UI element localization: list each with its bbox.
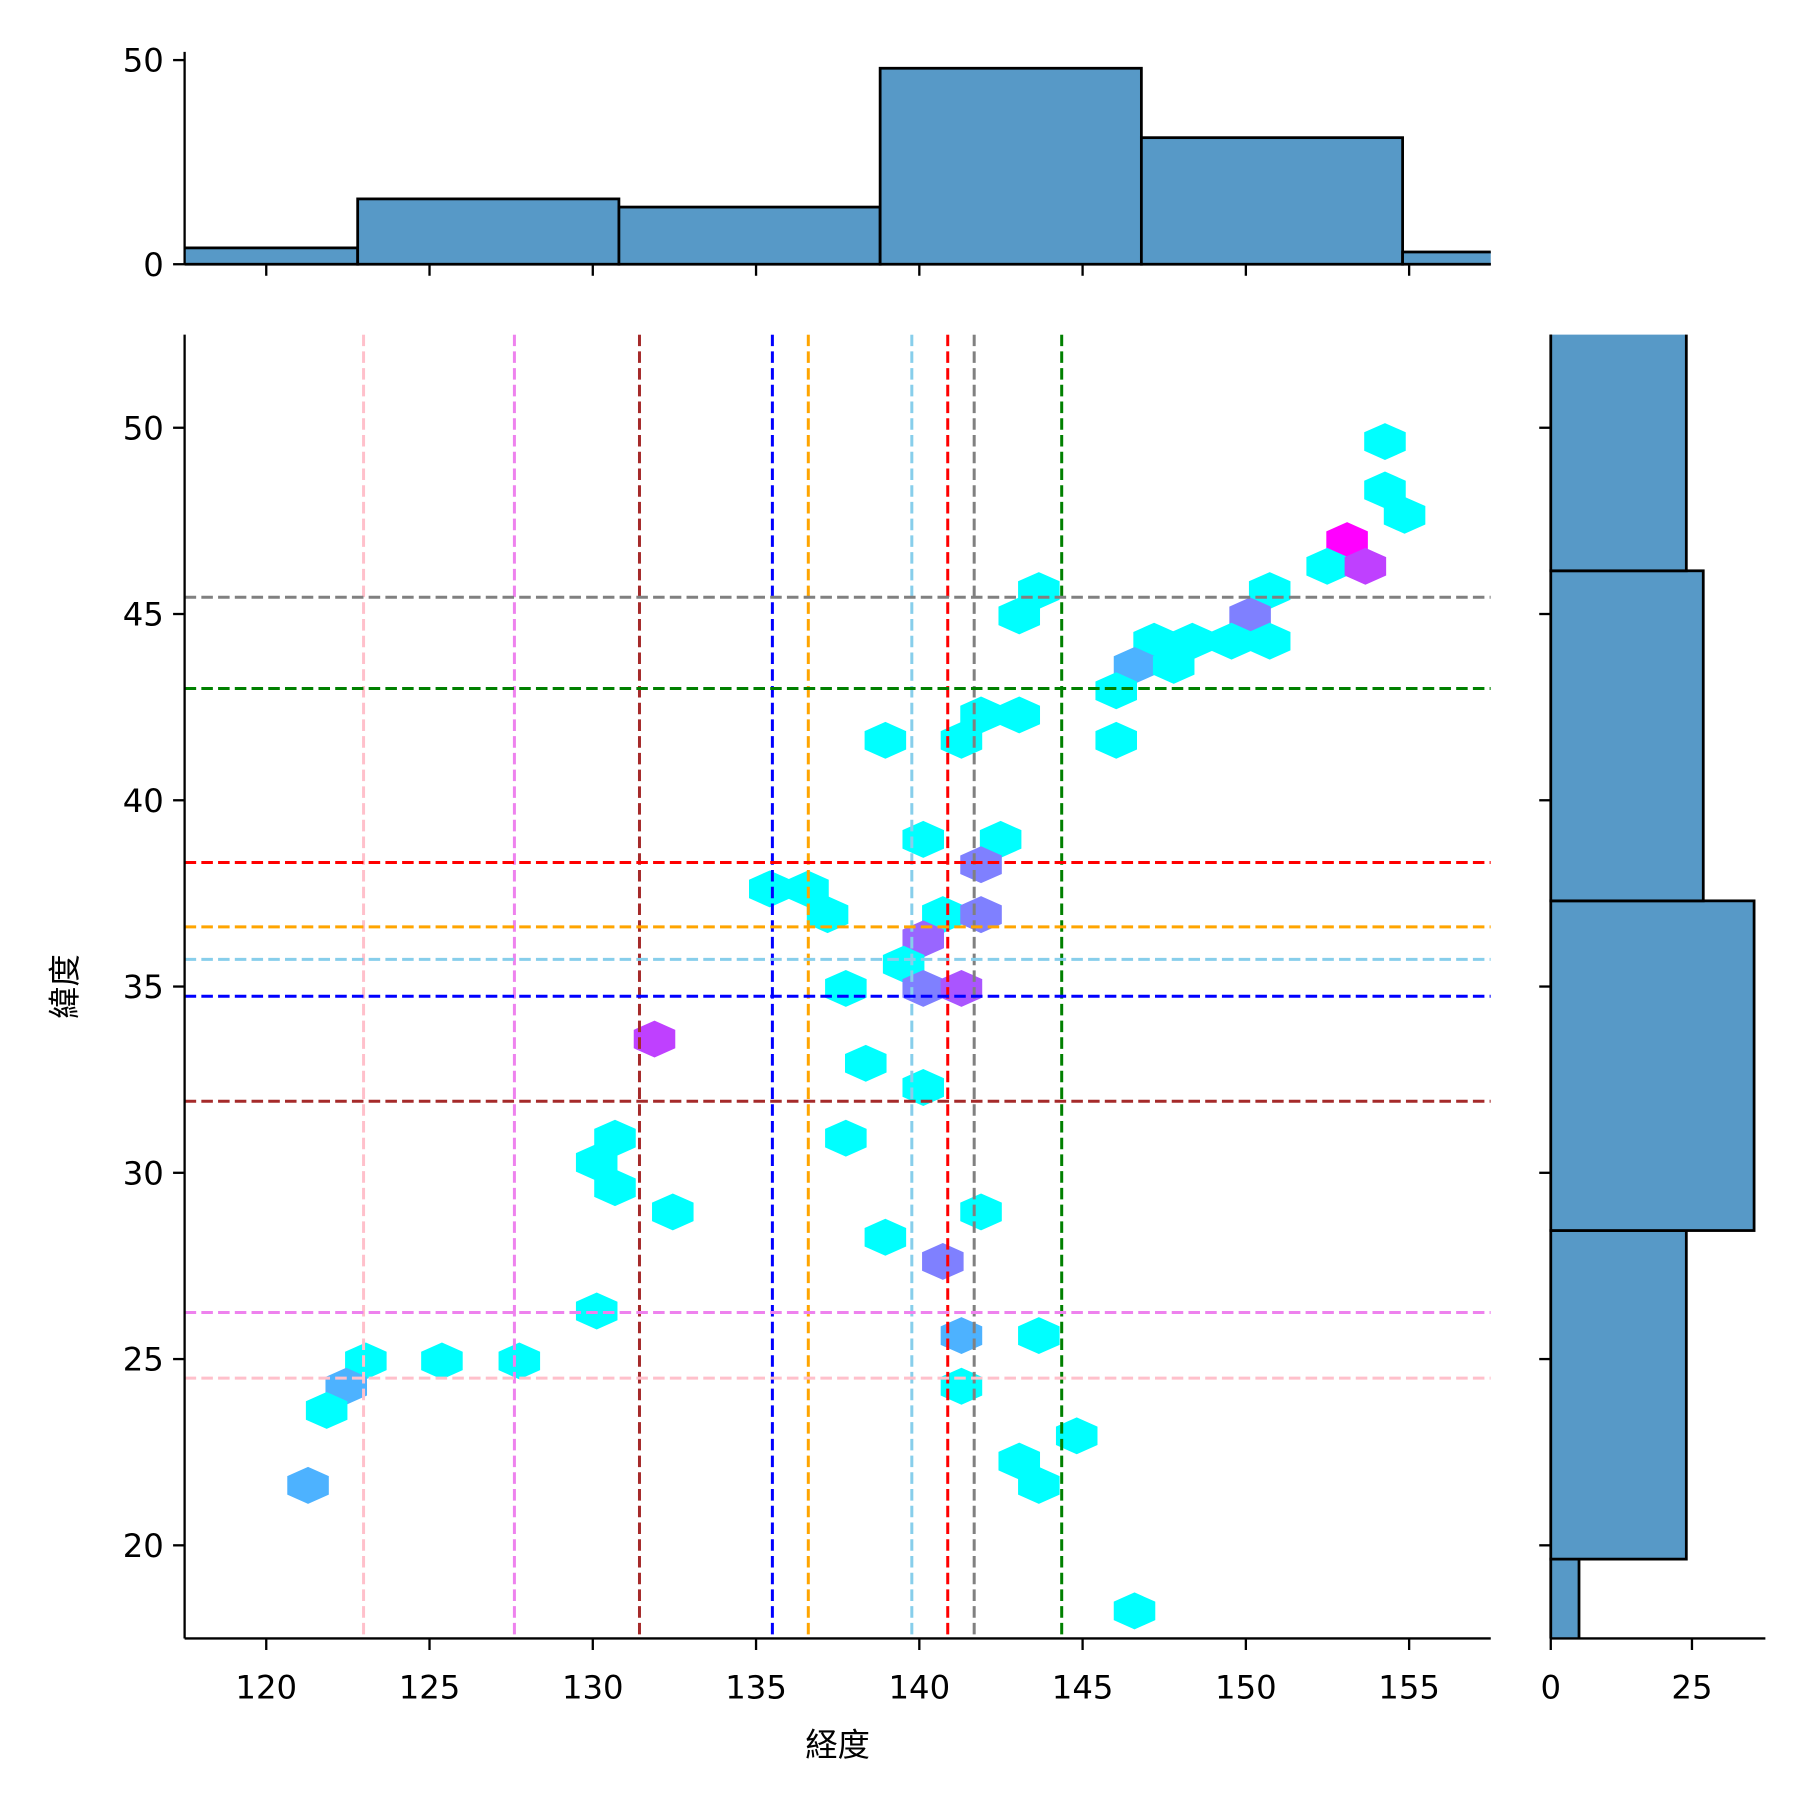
- top-histogram-bar: [356, 197, 621, 266]
- hexbin-cell: [1095, 672, 1137, 710]
- hexbin-cell: [633, 1020, 676, 1058]
- hexbin-cell: [1364, 471, 1406, 509]
- right-x-tick-label: 25: [1671, 1668, 1712, 1706]
- y-tick-label: 50: [123, 409, 164, 447]
- right-histogram-bar: [1549, 1229, 1688, 1561]
- hexbin-cell: [498, 1342, 541, 1380]
- hexbin-cell: [749, 870, 791, 908]
- hexbin-cell: [845, 1044, 887, 1082]
- hexbin-cell: [652, 1193, 694, 1231]
- hexbin-cell: [998, 1442, 1041, 1480]
- hexbin-cell: [1210, 622, 1253, 660]
- x-tick-label: 145: [1052, 1668, 1114, 1706]
- y-tick-label: 45: [123, 596, 164, 634]
- right-marginal-histogram: 0 25: [1539, 334, 1766, 1706]
- hexbin-cell: [287, 1466, 329, 1504]
- hexbin-cell: [1055, 1417, 1098, 1455]
- y-tick-label: 40: [123, 782, 164, 820]
- hexbin-cell: [1248, 572, 1291, 610]
- hexbin-cell: [305, 1392, 348, 1429]
- y-tick-label: 25: [123, 1341, 164, 1379]
- x-tick-label: 150: [1215, 1668, 1277, 1706]
- right-histogram-bar: [1549, 1557, 1581, 1639]
- hexbin-cell: [806, 896, 849, 934]
- hexbin-cell: [1018, 1466, 1060, 1504]
- hexbin-cell: [594, 1169, 636, 1207]
- top-histogram-bar: [878, 66, 1143, 266]
- hexbin-cell: [940, 1317, 983, 1355]
- hexbin-cell: [922, 1243, 964, 1280]
- hexbin-cell: [1133, 622, 1175, 660]
- hexbin-cell: [1364, 423, 1406, 460]
- right-histogram-bar: [1549, 569, 1705, 903]
- hexbin-cell: [1018, 1317, 1060, 1355]
- hexbin-cell: [575, 1143, 618, 1181]
- right-bars: [1549, 334, 1756, 1639]
- x-tick-label: 120: [235, 1668, 297, 1706]
- top-y-tick-label: 0: [143, 246, 164, 284]
- y-axis-label: 緯度: [46, 954, 84, 1019]
- top-histogram-bar: [617, 205, 882, 266]
- hexbin-cell: [1344, 547, 1387, 585]
- x-tick-label: 140: [888, 1668, 950, 1706]
- hexbin-cell: [960, 846, 1002, 884]
- hexbin-cell: [1229, 597, 1271, 635]
- y-tick-label: 35: [123, 968, 164, 1006]
- hexbin-cell: [1113, 646, 1156, 684]
- hexbin-cell: [1152, 646, 1195, 684]
- y-tick-label: 30: [123, 1154, 164, 1192]
- x-tick-label: 135: [725, 1668, 787, 1706]
- x-axis-label: 経度: [805, 1726, 870, 1764]
- x-tick-label: 130: [562, 1668, 624, 1706]
- hexbin-cell: [940, 721, 983, 759]
- top-y-tick-label: 50: [123, 42, 164, 80]
- hexbin-cell: [1326, 522, 1368, 560]
- hexbin-cell: [882, 945, 925, 983]
- hexbin-cell: [960, 696, 1002, 734]
- hexbin-cell: [1171, 622, 1214, 660]
- hexbin-cell: [960, 896, 1002, 934]
- hexbin-cell: [902, 820, 945, 858]
- top-marginal-histogram: 0 50: [123, 42, 1491, 284]
- top-histogram-bar: [1139, 136, 1404, 266]
- x-tick-label: 155: [1378, 1668, 1440, 1706]
- right-histogram-bar: [1549, 334, 1688, 573]
- hexbin-cell: [1383, 496, 1426, 534]
- hexbin-cell: [1113, 1592, 1156, 1630]
- y-tick-label: 20: [123, 1527, 164, 1565]
- hexbin-cell: [960, 1193, 1002, 1231]
- hexbin-cell: [825, 1119, 867, 1157]
- hexbin-cell: [594, 1119, 636, 1157]
- hexbin-cell: [864, 721, 907, 759]
- hexbin-cell: [864, 1218, 907, 1256]
- top-bars: [184, 66, 1491, 266]
- right-x-tick-label: 0: [1540, 1668, 1561, 1706]
- hexbin-cell: [1095, 721, 1137, 759]
- hexbin-cell: [421, 1342, 463, 1380]
- right-histogram-bar: [1549, 899, 1756, 1232]
- hexbin-cell: [998, 597, 1041, 635]
- hexbin-axes: 120 125 130 135 140 145 150 155 20 25 30 35 40 45 50: [123, 334, 1491, 1706]
- x-tick-label: 125: [399, 1668, 461, 1706]
- hexbin-cell: [1306, 547, 1348, 585]
- top-histogram-bar: [1401, 250, 1491, 266]
- hexbin-cell: [998, 696, 1041, 734]
- hexbin-cell: [345, 1342, 387, 1380]
- hexbin-cell: [1018, 572, 1060, 610]
- hexbin-cell: [922, 896, 964, 934]
- plot-area: [184, 334, 1491, 1639]
- hexbin-cell: [825, 969, 867, 1007]
- top-histogram-bar: [184, 246, 360, 266]
- hexbin-cell: [1248, 622, 1291, 660]
- hexbin-cell: [979, 820, 1022, 858]
